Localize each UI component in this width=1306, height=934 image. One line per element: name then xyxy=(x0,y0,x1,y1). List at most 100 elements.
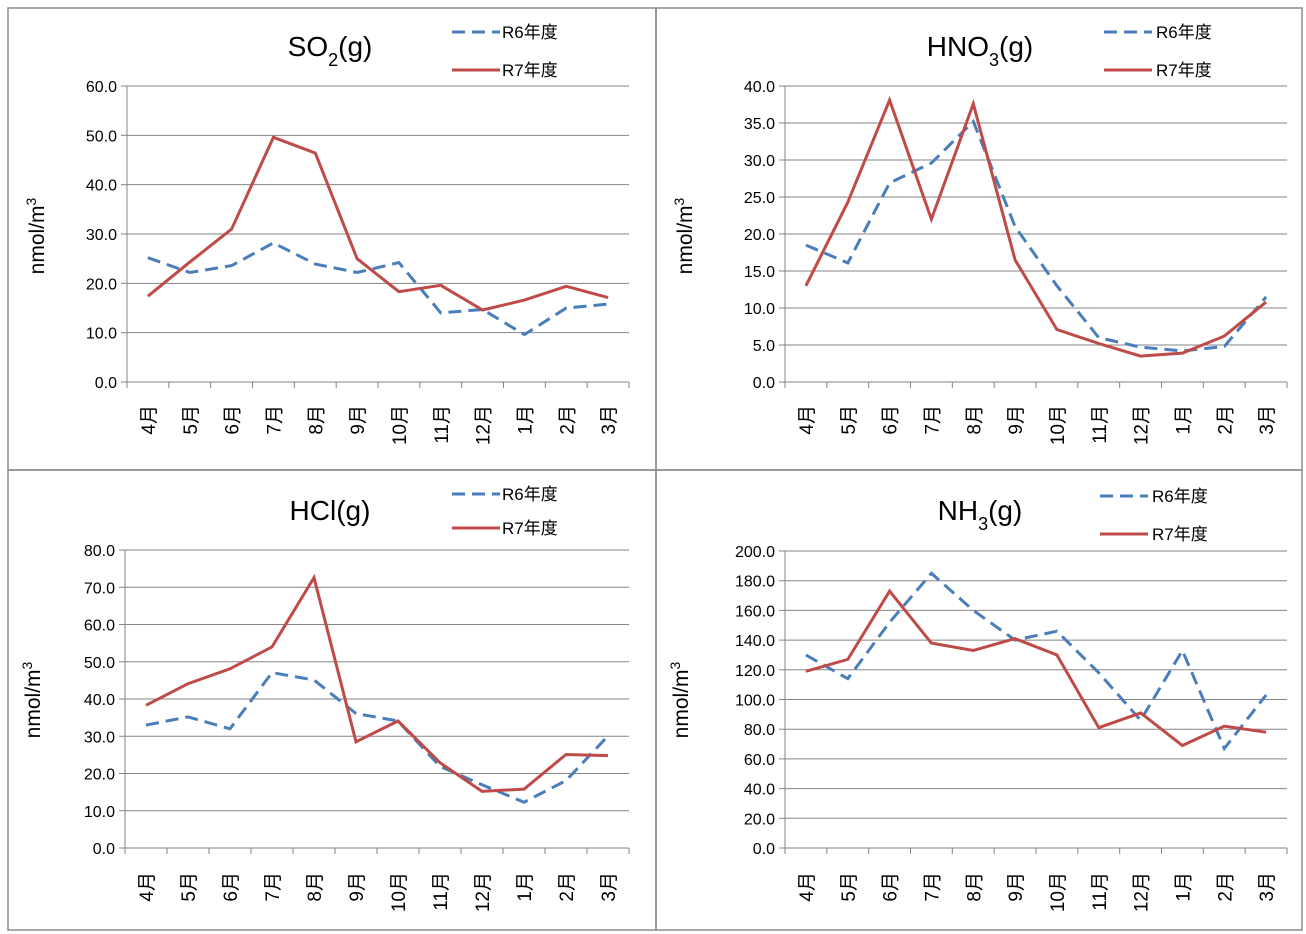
x-tick-label: 2月 xyxy=(1215,405,1236,435)
chart-panel: 0.0 20.0 40.0 60.0 80.0 100.0 120.0 140.0 160.0 1… xyxy=(655,469,1303,931)
y-tick-label: 10.0 xyxy=(86,326,117,343)
x-tick-label: 3月 xyxy=(599,405,620,435)
chart-panel: 0.0 5.0 10.0 15.0 20.0 25.0 30.0 35.0 40.0 4月 5月 6月… xyxy=(655,7,1303,471)
x-tick-label: 10月 xyxy=(1048,872,1069,912)
y-tick-label: 10.0 xyxy=(744,301,775,318)
chart-title-main: HCl(g) xyxy=(290,495,371,526)
chart-title-tail: (g) xyxy=(999,31,1033,62)
chart-panel: 0.0 10.0 20.0 30.0 40.0 50.0 60.0 70.0 80.0 4月 5月 6… xyxy=(7,469,657,931)
y-axis-label-main: nmol/m xyxy=(22,669,45,738)
x-tick-label: 3月 xyxy=(1257,872,1278,902)
x-tick-label: 9月 xyxy=(1006,405,1027,435)
chart-title-tail: (g) xyxy=(338,31,372,62)
y-tick-label: 20.0 xyxy=(86,276,117,293)
legend-label: R7年度 xyxy=(502,61,558,80)
chart-title-main: NH xyxy=(938,495,978,526)
legend-label: R7年度 xyxy=(1156,61,1212,80)
y-axis-label: nmol/m3 xyxy=(667,661,693,738)
x-tick-label: 1月 xyxy=(1173,405,1194,435)
x-tick-label: 6月 xyxy=(221,872,242,902)
y-axis-label-main: nmol/m xyxy=(674,205,697,274)
y-axis-label-main: nmol/m xyxy=(670,669,693,738)
y-tick-label: 20.0 xyxy=(744,811,775,828)
y-tick-label: 50.0 xyxy=(86,128,117,145)
x-tick-label: 1月 xyxy=(515,872,536,902)
y-tick-label: 70.0 xyxy=(84,580,115,597)
y-tick-label: 30.0 xyxy=(744,153,775,170)
y-tick-label: 35.0 xyxy=(744,116,775,133)
series-line xyxy=(805,118,1268,353)
y-tick-label: 60.0 xyxy=(84,618,115,635)
x-tick-label: 4月 xyxy=(137,872,158,902)
y-tick-label: 120.0 xyxy=(735,663,775,680)
x-tick-label: 10月 xyxy=(390,405,411,445)
y-tick-label: 60.0 xyxy=(86,79,117,96)
legend-label: R6年度 xyxy=(1156,23,1212,42)
legend-label: R6年度 xyxy=(502,23,558,42)
y-tick-label: 60.0 xyxy=(744,752,775,769)
x-tick-label: 12月 xyxy=(1132,872,1153,912)
x-tick-label: 11月 xyxy=(1090,405,1111,444)
x-tick-label: 8月 xyxy=(305,872,326,902)
series-line xyxy=(804,95,1268,358)
y-axis-label: nmol/m3 xyxy=(23,197,49,274)
x-tick-label: 4月 xyxy=(797,405,818,435)
chart-title-subscript: 2 xyxy=(328,50,338,70)
chart-title-main: SO xyxy=(288,31,328,62)
y-tick-label: 40.0 xyxy=(744,79,775,96)
chart-title: HNO3(g) xyxy=(927,31,1033,70)
x-tick-label: 12月 xyxy=(473,872,494,912)
x-tick-label: 2月 xyxy=(557,872,578,902)
y-tick-label: 160.0 xyxy=(735,603,775,620)
y-axis-label: nmol/m3 xyxy=(19,661,45,738)
series-line xyxy=(146,135,609,312)
y-tick-label: 0.0 xyxy=(753,375,775,392)
y-tick-label: 10.0 xyxy=(84,804,115,821)
y-tick-label: 15.0 xyxy=(744,264,775,281)
y-axis-label-superscript: 3 xyxy=(19,661,35,669)
y-tick-label: 20.0 xyxy=(84,767,115,784)
legend-label: R6年度 xyxy=(502,485,558,504)
x-tick-label: 3月 xyxy=(1257,405,1278,435)
y-tick-label: 140.0 xyxy=(735,633,775,650)
x-tick-label: 11月 xyxy=(432,405,453,444)
legend-label: R7年度 xyxy=(502,519,558,538)
x-tick-label: 5月 xyxy=(839,872,860,902)
y-tick-label: 200.0 xyxy=(735,544,775,561)
x-tick-label: 5月 xyxy=(179,872,200,902)
x-tick-label: 6月 xyxy=(881,872,902,902)
panel-border xyxy=(655,469,1303,931)
x-tick-label: 7月 xyxy=(263,872,284,902)
x-tick-label: 12月 xyxy=(1132,405,1153,445)
x-tick-label: 6月 xyxy=(223,405,244,435)
y-axis-label-superscript: 3 xyxy=(667,661,683,669)
y-tick-label: 80.0 xyxy=(744,722,775,739)
x-tick-label: 1月 xyxy=(515,405,536,435)
y-tick-label: 50.0 xyxy=(84,655,115,672)
x-tick-label: 4月 xyxy=(139,405,160,435)
y-axis-label-superscript: 3 xyxy=(23,197,39,205)
y-tick-label: 5.0 xyxy=(753,338,775,355)
y-tick-label: 0.0 xyxy=(753,841,775,858)
x-tick-label: 5月 xyxy=(839,405,860,435)
y-tick-label: 180.0 xyxy=(735,574,775,591)
chart-title-main: HNO xyxy=(927,31,989,62)
chart-title: SO2(g) xyxy=(288,31,373,70)
x-tick-label: 7月 xyxy=(922,405,943,435)
chart-title-subscript: 3 xyxy=(989,50,999,70)
y-tick-label: 80.0 xyxy=(84,543,115,560)
x-tick-label: 9月 xyxy=(1006,872,1027,902)
x-tick-label: 10月 xyxy=(1048,405,1069,445)
y-axis-label: nmol/m3 xyxy=(671,197,697,274)
x-tick-label: 9月 xyxy=(348,405,369,435)
x-tick-label: 5月 xyxy=(181,405,202,435)
x-tick-label: 12月 xyxy=(474,405,495,445)
x-tick-label: 8月 xyxy=(306,405,327,435)
x-tick-label: 1月 xyxy=(1173,872,1194,902)
legend-label: R7年度 xyxy=(1152,525,1208,544)
y-tick-label: 40.0 xyxy=(84,692,115,709)
series-line xyxy=(145,670,610,804)
x-tick-label: 6月 xyxy=(881,405,902,435)
y-tick-label: 100.0 xyxy=(735,693,775,710)
